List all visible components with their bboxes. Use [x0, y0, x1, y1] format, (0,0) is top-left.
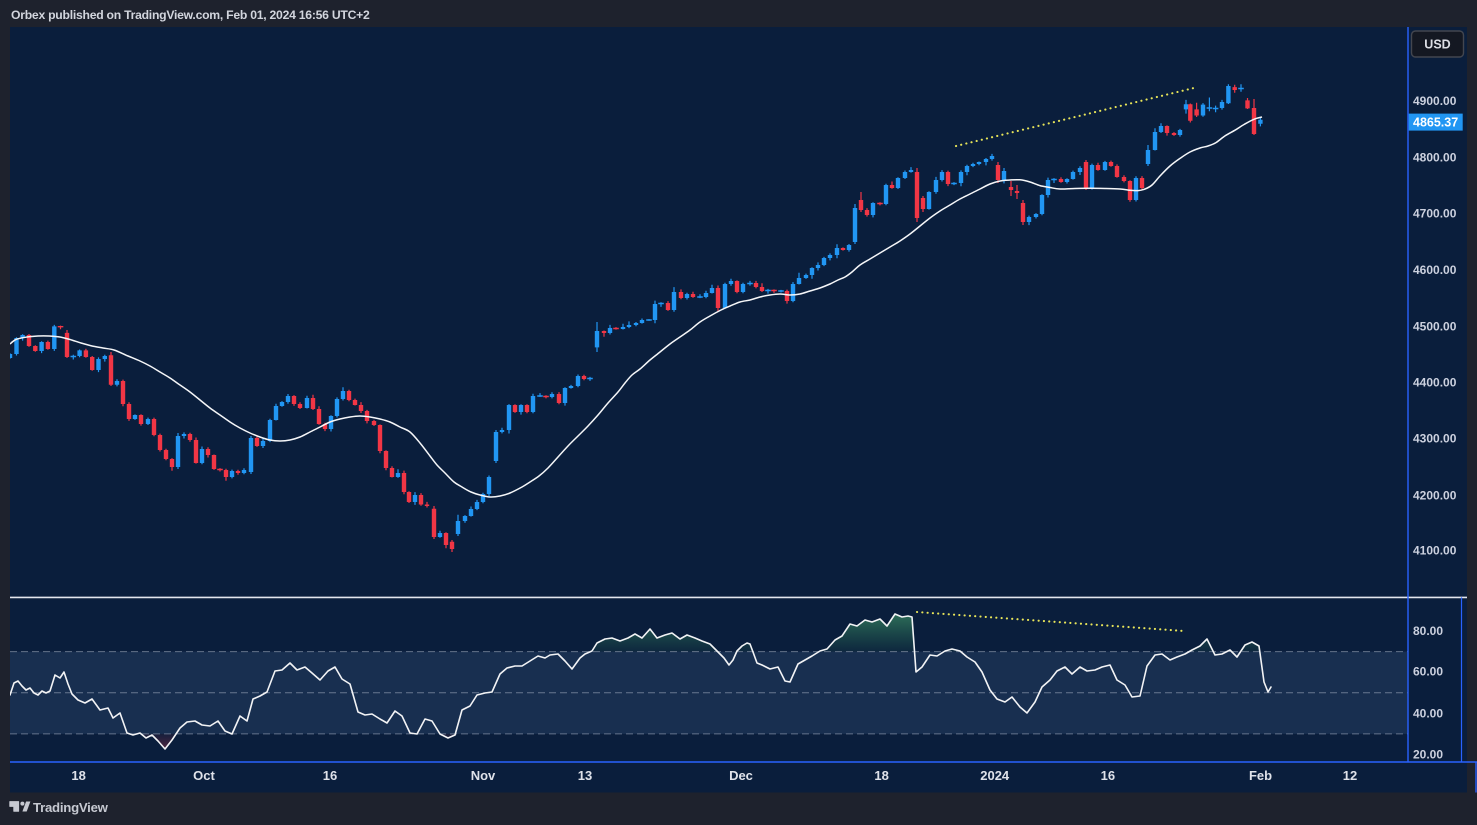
svg-text:4865.37: 4865.37: [1413, 115, 1458, 129]
svg-text:Feb: Feb: [1249, 768, 1272, 783]
svg-text:40.00: 40.00: [1413, 707, 1443, 721]
svg-text:4800.00: 4800.00: [1413, 150, 1457, 164]
svg-text:16: 16: [1101, 768, 1115, 783]
svg-text:18: 18: [71, 768, 85, 783]
svg-text:4400.00: 4400.00: [1413, 376, 1457, 390]
svg-text:4900.00: 4900.00: [1413, 94, 1457, 108]
svg-text:Orbex published on TradingView: Orbex published on TradingView.com, Feb …: [11, 8, 370, 22]
svg-text:4200.00: 4200.00: [1413, 489, 1457, 503]
svg-text:USD: USD: [1424, 38, 1450, 52]
svg-text:80.00: 80.00: [1413, 624, 1443, 638]
svg-text:4700.00: 4700.00: [1413, 207, 1457, 221]
svg-text:Oct: Oct: [193, 768, 215, 783]
svg-text:4300.00: 4300.00: [1413, 432, 1457, 446]
svg-text:16: 16: [323, 768, 337, 783]
svg-text:13: 13: [578, 768, 592, 783]
svg-text:4100.00: 4100.00: [1413, 544, 1457, 558]
svg-text:60.00: 60.00: [1413, 665, 1443, 679]
svg-text:TradingView: TradingView: [33, 800, 109, 815]
svg-text:Dec: Dec: [729, 768, 753, 783]
svg-text:Nov: Nov: [471, 768, 496, 783]
svg-text:4600.00: 4600.00: [1413, 263, 1457, 277]
svg-text:2024: 2024: [980, 768, 1010, 783]
svg-text:4500.00: 4500.00: [1413, 319, 1457, 333]
svg-text:18: 18: [874, 768, 888, 783]
svg-text:20.00: 20.00: [1413, 748, 1443, 762]
svg-text:12: 12: [1343, 768, 1357, 783]
